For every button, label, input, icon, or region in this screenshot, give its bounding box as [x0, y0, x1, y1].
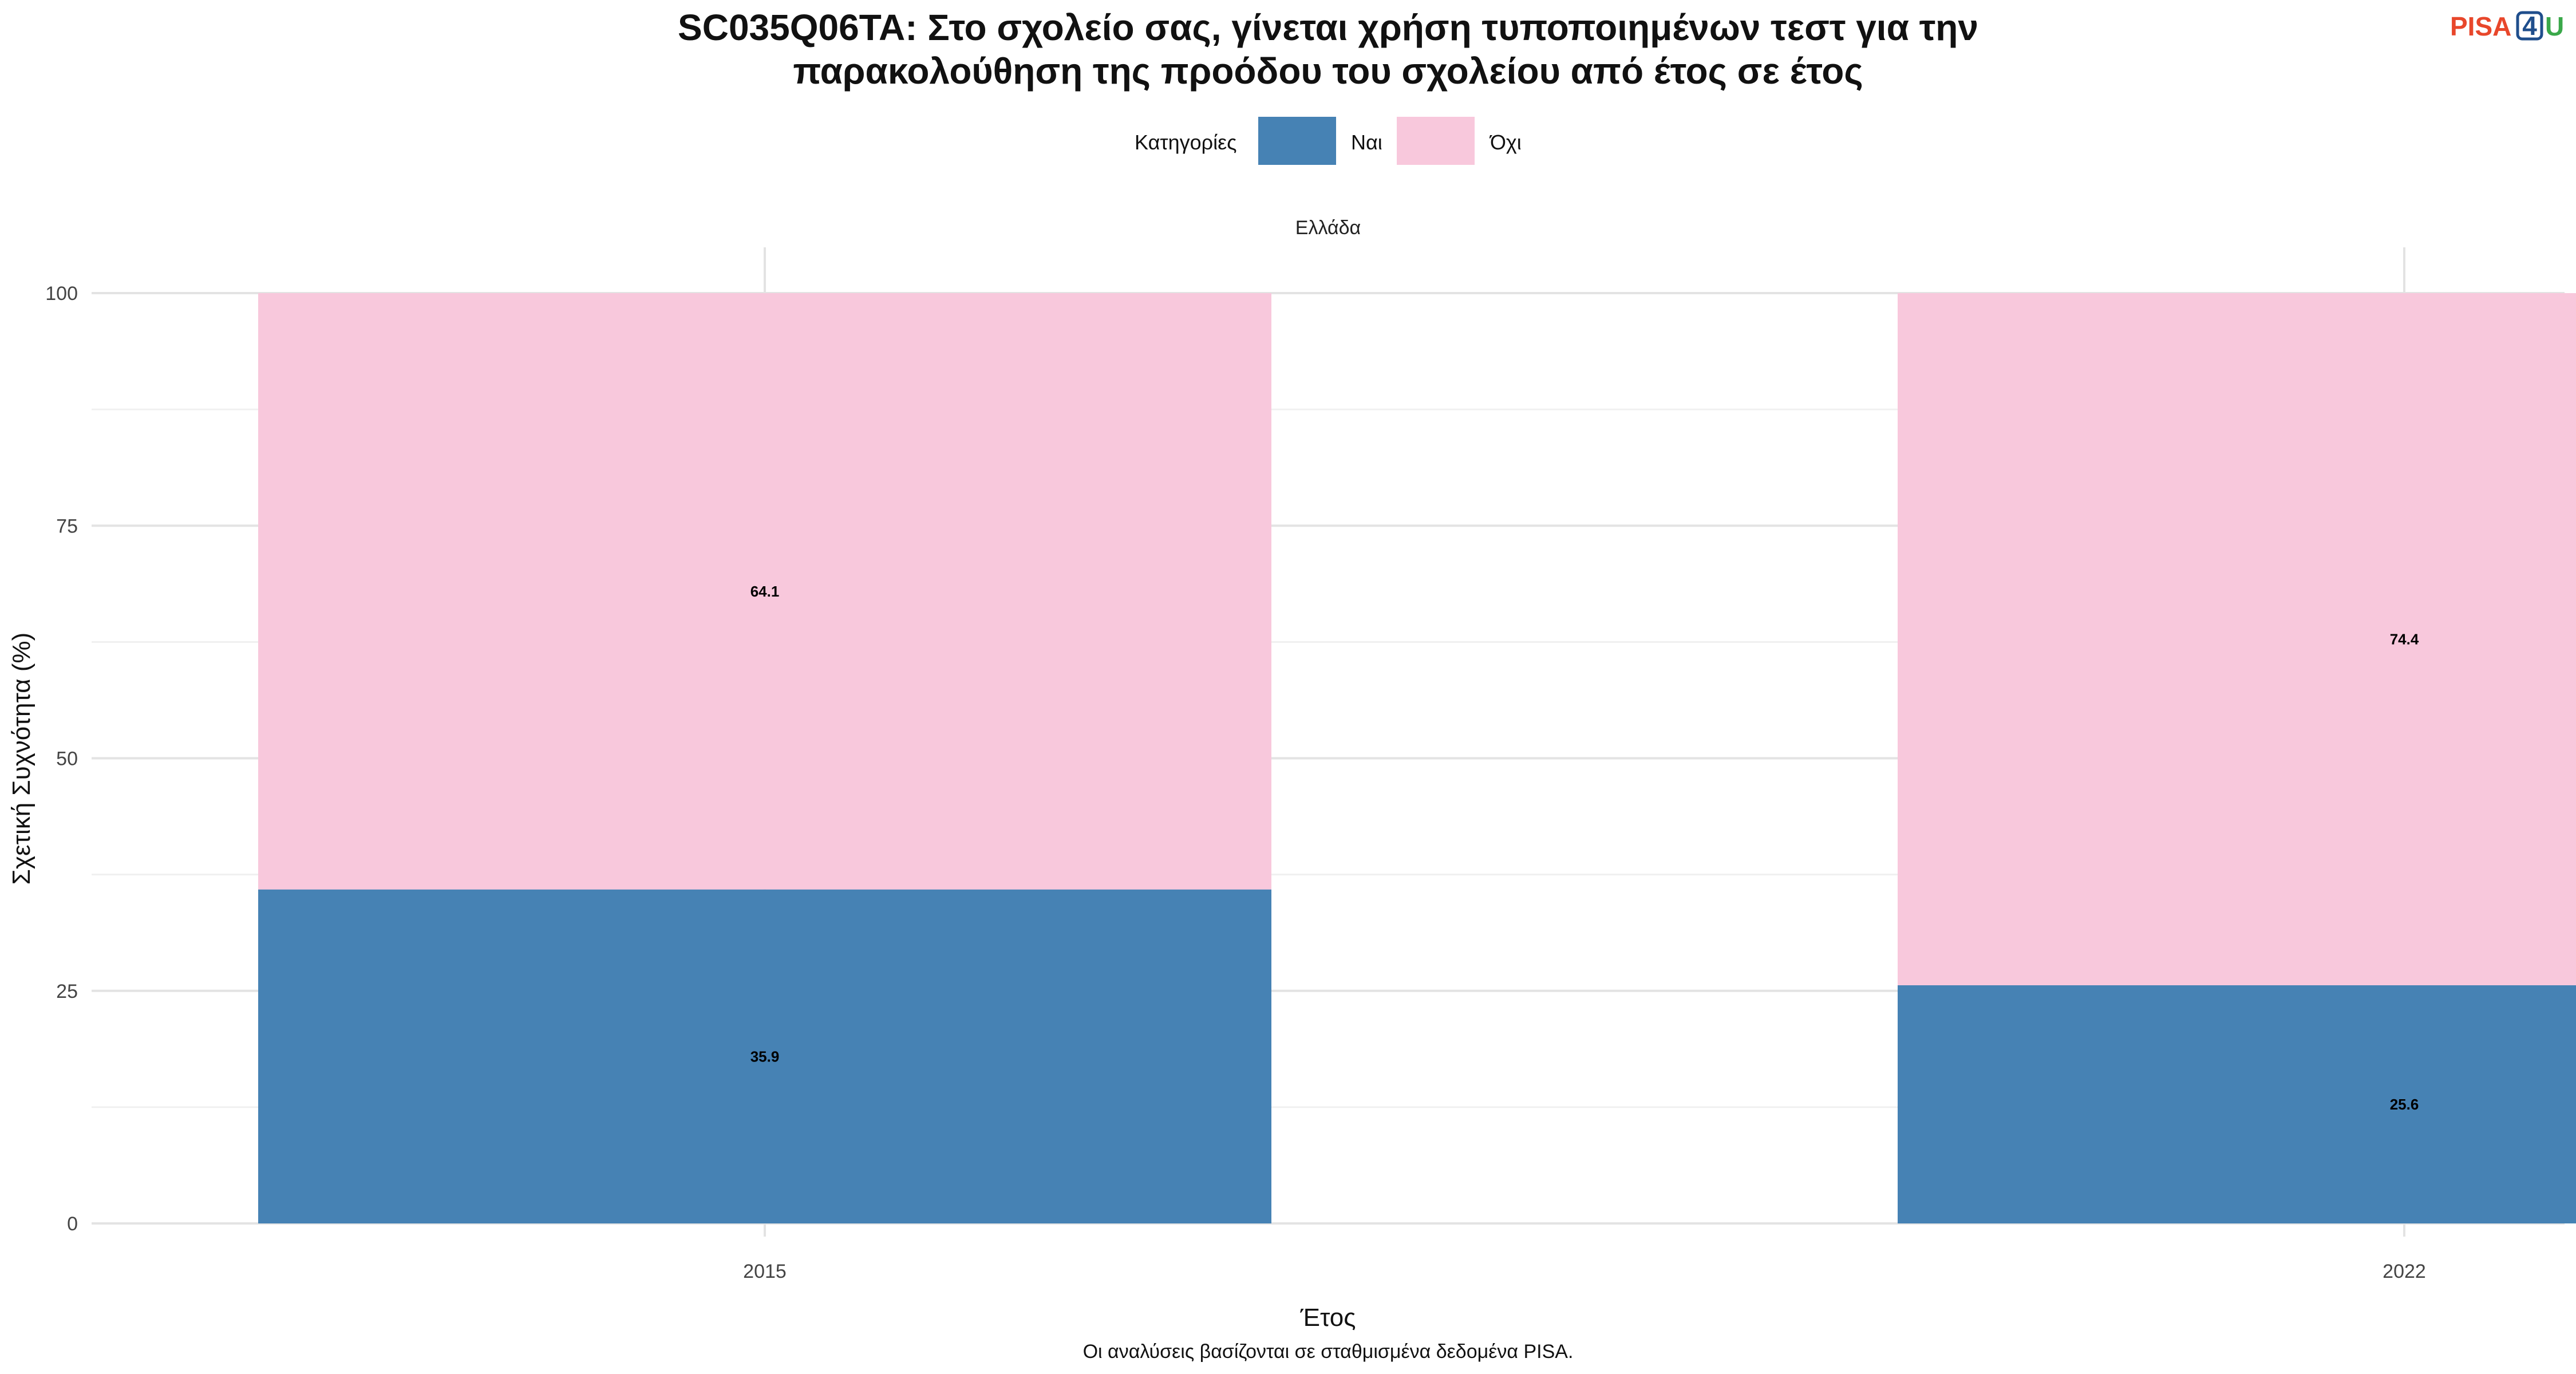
svg-text:PISA: PISA [2450, 11, 2511, 41]
svg-text:U: U [2545, 11, 2564, 41]
y-axis-ticks: 0 25 50 75 100 [45, 283, 78, 1235]
y-tick-label: 75 [56, 515, 78, 537]
y-tick-label: 25 [56, 981, 78, 1002]
bar-2015-series-2 [258, 293, 1271, 890]
data-label-2015-series-1: 35.9 [750, 1048, 780, 1065]
bar-2022-series-2 [1898, 293, 2576, 985]
data-labels: 35.9 64.1 25.6 74.4 [750, 583, 2419, 1113]
data-label-2015-series-2: 64.1 [750, 583, 780, 600]
y-axis-title: Σχετική Συχνότητα (%) [7, 633, 35, 885]
bar-2022-series-1 [1898, 985, 2576, 1223]
svg-text:4: 4 [2522, 11, 2537, 41]
x-axis-ticks: 2015 2022 [743, 1261, 2426, 1282]
x-axis-title: Έτος [1300, 1304, 1356, 1332]
chart-title-line-2: παρακολούθηση της προόδου του σχολείου α… [793, 50, 1863, 92]
bar-2015-series-1 [258, 889, 1271, 1223]
legend-label-nai: Ναι [1351, 131, 1382, 154]
facet-label: Ελλάδα [1295, 217, 1361, 239]
bars [258, 293, 2576, 1223]
legend-label-ochi: Όχι [1489, 131, 1522, 154]
x-tick-label: 2022 [2383, 1261, 2426, 1282]
caption: Οι αναλύσεις βασίζονται σε σταθμισμένα δ… [1083, 1341, 1574, 1363]
y-tick-label: 100 [45, 283, 78, 305]
legend-swatch-ochi [1397, 117, 1475, 165]
x-tick-label: 2015 [743, 1261, 787, 1282]
legend: Κατηγορίες Ναι Όχι [1135, 117, 1522, 165]
data-label-2022-series-2: 74.4 [2390, 631, 2419, 648]
chart-title-line-1: SC035Q06TA: Στο σχολείο σας, γίνεται χρή… [678, 7, 1978, 48]
data-label-2022-series-1: 25.6 [2390, 1096, 2419, 1113]
legend-title: Κατηγορίες [1135, 131, 1237, 154]
legend-swatch-nai [1258, 117, 1336, 165]
y-tick-label: 0 [67, 1213, 78, 1235]
y-tick-label: 50 [56, 748, 78, 770]
logo-box [2516, 11, 2543, 41]
pisa4u-logo: PISA 4 U [2450, 11, 2564, 41]
